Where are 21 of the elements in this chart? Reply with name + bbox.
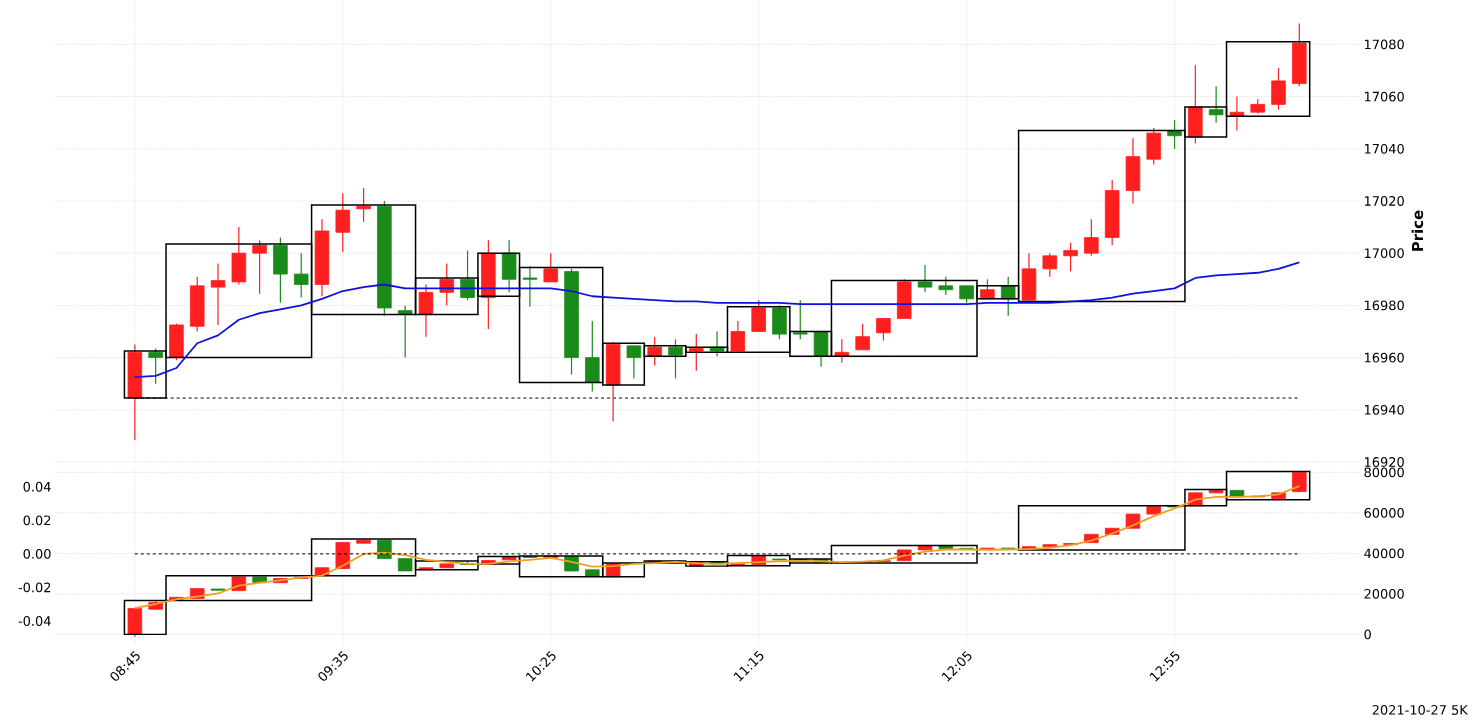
y-tick-label: 17000 <box>1364 248 1404 259</box>
y-tick-label: 16920 <box>1364 457 1404 467</box>
y-tick-label: 17080 <box>1364 39 1404 50</box>
y-tick-label: 60000 <box>1364 507 1404 518</box>
y-tick-label: 16980 <box>1364 300 1404 311</box>
y2-tick-label: 0.02 <box>23 515 51 526</box>
y2-tick-label: 0.00 <box>23 548 51 559</box>
text: 2021-10-27 5K <box>1372 705 1469 715</box>
y-tick-label: 16940 <box>1364 404 1404 415</box>
y-tick-label: 17060 <box>1364 91 1404 102</box>
y-tick-label: 17040 <box>1364 143 1404 154</box>
y2-tick-label: 0.04 <box>23 481 51 492</box>
y-tick-label: 40000 <box>1364 548 1404 559</box>
y2-tick-label: -0.04 <box>18 616 51 626</box>
y-tick-label: 0 <box>1364 629 1371 640</box>
y-tick-label: 17020 <box>1364 196 1404 206</box>
y2-tick-label: -0.02 <box>18 582 51 593</box>
y-tick-label: 80000 <box>1364 467 1404 478</box>
y-tick-label: 16960 <box>1364 352 1404 363</box>
y-axis-title: Price <box>1411 210 1424 251</box>
y-tick-label: 20000 <box>1364 588 1404 599</box>
